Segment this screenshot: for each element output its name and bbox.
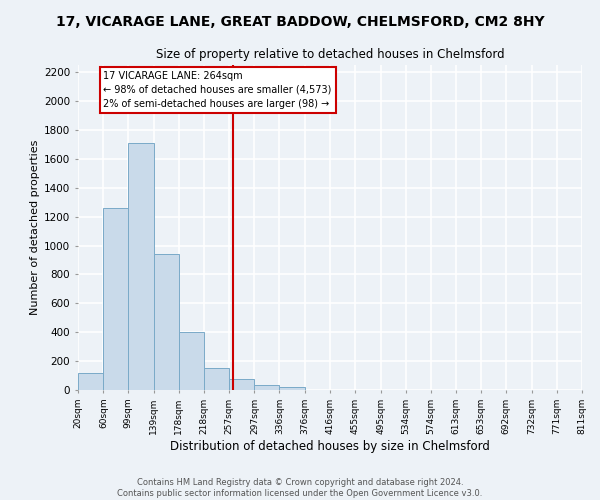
Y-axis label: Number of detached properties: Number of detached properties — [30, 140, 40, 315]
Text: 17 VICARAGE LANE: 264sqm
← 98% of detached houses are smaller (4,573)
2% of semi: 17 VICARAGE LANE: 264sqm ← 98% of detach… — [103, 71, 332, 109]
Bar — [204, 368, 229, 390]
Bar — [103, 208, 128, 390]
Text: 17, VICARAGE LANE, GREAT BADDOW, CHELMSFORD, CM2 8HY: 17, VICARAGE LANE, GREAT BADDOW, CHELMSF… — [56, 15, 544, 29]
Bar — [154, 254, 179, 390]
X-axis label: Distribution of detached houses by size in Chelmsford: Distribution of detached houses by size … — [170, 440, 490, 452]
Text: Contains HM Land Registry data © Crown copyright and database right 2024.
Contai: Contains HM Land Registry data © Crown c… — [118, 478, 482, 498]
Bar — [179, 332, 204, 390]
Bar — [254, 385, 280, 390]
Bar — [78, 372, 103, 390]
Bar — [280, 387, 305, 390]
Title: Size of property relative to detached houses in Chelmsford: Size of property relative to detached ho… — [155, 48, 505, 61]
Bar — [229, 379, 254, 390]
Bar — [128, 143, 154, 390]
